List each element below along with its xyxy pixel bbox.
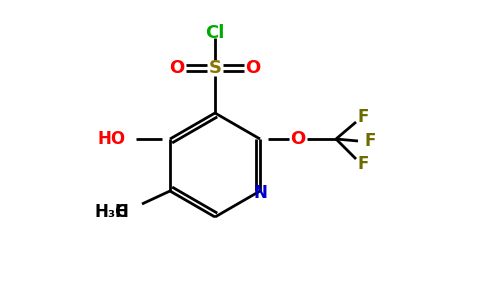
Text: F: F bbox=[357, 155, 369, 173]
Text: H₃C: H₃C bbox=[94, 203, 128, 221]
Text: F: F bbox=[357, 108, 369, 126]
Text: O: O bbox=[245, 59, 260, 77]
Text: HO: HO bbox=[98, 130, 126, 148]
Text: F: F bbox=[364, 132, 376, 150]
Text: S: S bbox=[209, 59, 222, 77]
Text: N: N bbox=[253, 184, 267, 202]
Text: Cl: Cl bbox=[205, 24, 225, 42]
Text: O: O bbox=[290, 130, 306, 148]
Text: O: O bbox=[169, 59, 184, 77]
Text: H: H bbox=[114, 203, 128, 221]
